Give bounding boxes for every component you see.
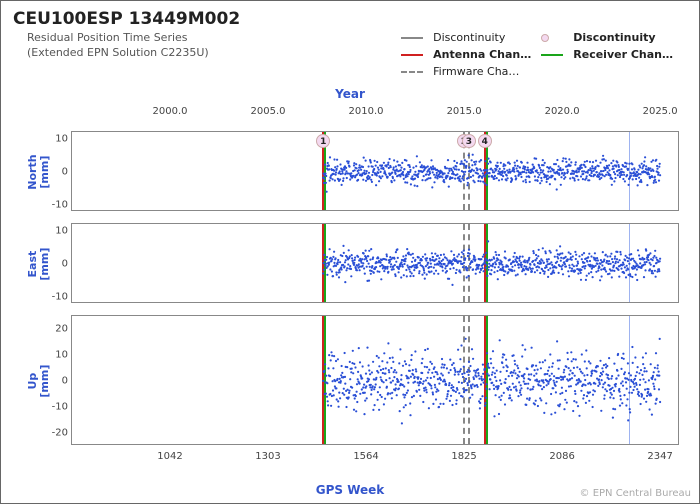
legend-label: Discontinuity	[569, 31, 677, 46]
ytick: 10	[38, 133, 68, 144]
xtick-week: 1825	[451, 451, 476, 462]
ytick: 0	[38, 376, 68, 387]
subtitle-line1: Residual Position Time Series	[27, 31, 188, 44]
page-title: CEU100ESP 13449M002	[13, 9, 240, 29]
xtick-week: 1042	[157, 451, 182, 462]
x-axis-top-label: Year	[1, 87, 699, 101]
legend-symbol	[541, 34, 549, 42]
scatter-up	[72, 316, 680, 446]
xtick-year: 2005.0	[251, 106, 286, 117]
legend-label: Firmware Cha…	[429, 65, 535, 80]
ytick: 0	[38, 259, 68, 270]
plot-area: North[mm]-100102000.02005.02010.02015.02…	[71, 131, 679, 451]
ytick: 20	[38, 324, 68, 335]
xtick-year: 2025.0	[643, 106, 678, 117]
legend-symbol	[401, 37, 423, 39]
scatter-east	[72, 224, 680, 304]
xtick-year: 2000.0	[153, 106, 188, 117]
legend-symbol	[401, 71, 423, 73]
legend-label: Discontinuity	[429, 31, 535, 46]
ytick: -10	[38, 292, 68, 303]
panel-up: Up[mm]-20-100102010421303156418252086234…	[71, 315, 679, 445]
xtick-week: 1303	[255, 451, 280, 462]
xtick-week: 1564	[353, 451, 378, 462]
subtitle: Residual Position Time Series (Extended …	[27, 31, 209, 61]
legend: Discontinuity Discontinuity Antenna Chan… R…	[395, 29, 679, 82]
ytick: -20	[38, 428, 68, 439]
ytick: 10	[38, 225, 68, 236]
panel-east: East[mm]-10010	[71, 223, 679, 303]
legend-label: Receiver Chan…	[569, 48, 677, 63]
chart-frame: CEU100ESP 13449M002 Residual Position Ti…	[0, 0, 700, 504]
ytick: 10	[38, 350, 68, 361]
ytick: -10	[38, 402, 68, 413]
credit-text: © EPN Central Bureau	[580, 488, 691, 499]
panel-north: North[mm]-100102000.02005.02010.02015.02…	[71, 131, 679, 211]
legend-symbol	[541, 54, 563, 56]
scatter-north	[72, 132, 680, 212]
ytick: -10	[38, 200, 68, 211]
subtitle-line2: (Extended EPN Solution C2235U)	[27, 46, 209, 59]
ytick: 0	[38, 167, 68, 178]
legend-label: Antenna Chan…	[429, 48, 535, 63]
xtick-year: 2015.0	[447, 106, 482, 117]
legend-symbol	[401, 54, 423, 56]
xtick-year: 2010.0	[349, 106, 384, 117]
xtick-week: 2086	[549, 451, 574, 462]
xtick-week: 2347	[647, 451, 672, 462]
xtick-year: 2020.0	[545, 106, 580, 117]
